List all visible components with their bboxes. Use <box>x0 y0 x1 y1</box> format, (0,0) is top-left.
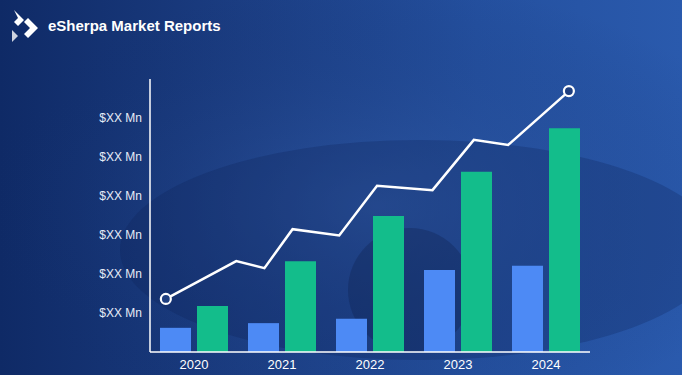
svg-text:$XX Mn: $XX Mn <box>99 150 142 164</box>
svg-text:2022: 2022 <box>356 357 385 372</box>
svg-text:2024: 2024 <box>532 357 561 372</box>
svg-text:$XX Mn: $XX Mn <box>99 306 142 320</box>
svg-text:$XX Mn: $XX Mn <box>99 111 142 125</box>
svg-text:$XX Mn: $XX Mn <box>99 267 142 281</box>
svg-text:2020: 2020 <box>180 357 209 372</box>
svg-text:eSherpa Market Reports: eSherpa Market Reports <box>48 17 221 34</box>
svg-text:2023: 2023 <box>444 357 473 372</box>
svg-text:$XX Mn: $XX Mn <box>99 228 142 242</box>
svg-text:2021: 2021 <box>268 357 297 372</box>
svg-text:$XX Mn: $XX Mn <box>99 189 142 203</box>
